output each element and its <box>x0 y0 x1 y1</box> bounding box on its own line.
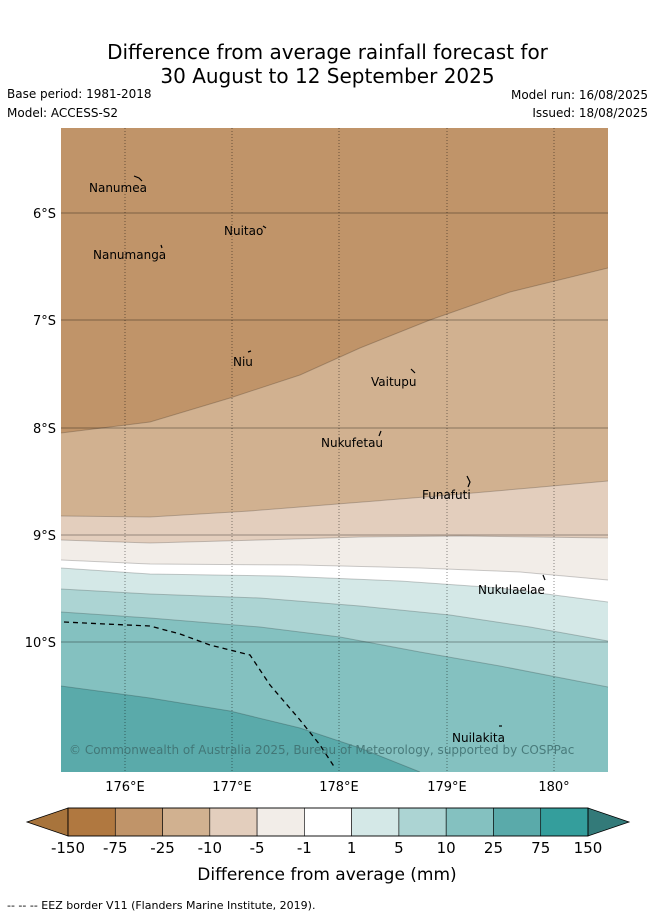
lon-axis-labels: 176°E 177°E 178°E 179°E 180° <box>105 780 569 795</box>
rainfall-map: Nanumea Nuitao Nanumanga Niu Vaitupu Nuk… <box>61 128 608 772</box>
lon-label-177e: 177°E <box>212 780 252 795</box>
island-nukulaelae <box>542 574 546 581</box>
lon-label-176e: 176°E <box>105 780 145 795</box>
colorbar-cell <box>493 807 542 837</box>
colorbar: -150 -75 -25 -10 -5 -1 1 5 10 25 75 150 Difference … <box>25 807 631 885</box>
place-label-nanumanga: Nanumanga <box>93 248 166 262</box>
colorbar-cells <box>67 807 589 837</box>
lat-axis-labels: 6°S 7°S 8°S 9°S 10°S <box>25 207 56 651</box>
eez-border <box>63 621 336 769</box>
island-nanumanga <box>160 244 163 249</box>
colorbar-cell <box>209 807 258 837</box>
lat-label-8s: 8°S <box>33 422 56 437</box>
model-name: Model: ACCESS-S2 <box>7 106 119 120</box>
lat-label-9s: 9°S <box>33 529 56 544</box>
colorbar-tick-label: 150 <box>574 839 603 857</box>
colorbar-cell <box>67 807 116 837</box>
colorbar-tick-label: -150 <box>51 839 85 857</box>
colorbar-tick-label: 25 <box>484 839 503 857</box>
island-nuitao <box>262 225 267 229</box>
eez-footnote: -- -- -- EEZ border V11 (Flanders Marine… <box>7 899 316 912</box>
band-wet-very-strong <box>61 686 420 772</box>
place-label-nuitao: Nuitao <box>224 224 263 238</box>
colorbar-cell <box>256 807 305 837</box>
island-nanumea <box>133 175 143 182</box>
colorbar-tick-label: 75 <box>531 839 550 857</box>
base-period: Base period: 1981-2018 <box>7 87 152 101</box>
island-niu <box>247 350 252 353</box>
colorbar-label: Difference from average (mm) <box>197 865 456 885</box>
colorbar-cell <box>398 807 447 837</box>
lon-label-180: 180° <box>538 780 569 795</box>
island-vaitupu <box>410 368 416 374</box>
colorbar-tick-label: -25 <box>150 839 175 857</box>
place-label-nanumea: Nanumea <box>89 181 147 195</box>
model-run: Model run: 16/08/2025 <box>510 88 648 102</box>
place-label-funafuti: Funafuti <box>422 488 471 502</box>
place-label-nukufetau: Nukufetau <box>321 436 383 450</box>
place-label-nukulaelae: Nukulaelae <box>478 583 545 597</box>
colorbar-cell <box>351 807 400 837</box>
island-funafuti <box>466 475 471 488</box>
island-nukufetau <box>378 430 382 437</box>
place-label-nuilakita: Nuilakita <box>452 731 505 745</box>
copyright-credit: © Commonwealth of Australia 2025, Bureau… <box>69 743 574 757</box>
colorbar-tick-label: 5 <box>394 839 404 857</box>
colorbar-tick-label: -75 <box>103 839 128 857</box>
colorbar-tick-label: 1 <box>347 839 357 857</box>
lat-gridlines <box>61 212 608 643</box>
band-outlines <box>61 267 608 772</box>
issued-date: Issued: 18/08/2025 <box>532 106 648 120</box>
lon-label-178e: 178°E <box>319 780 359 795</box>
colorbar-cell <box>304 807 352 837</box>
place-labels: Nanumea Nuitao Nanumanga Niu Vaitupu Nuk… <box>89 181 545 745</box>
colorbar-tick-label: -5 <box>250 839 265 857</box>
lat-label-7s: 7°S <box>33 314 56 329</box>
colorbar-tick-labels: -150 -75 -25 -10 -5 -1 1 5 10 25 75 150 <box>51 839 602 857</box>
colorbar-cell <box>114 807 163 837</box>
lat-label-6s: 6°S <box>33 207 56 222</box>
title-line-1: Difference from average rainfall forecas… <box>107 40 548 64</box>
map-title: Difference from average rainfall forecas… <box>0 40 655 88</box>
colorbar-tick-label: -1 <box>297 839 312 857</box>
lon-label-179e: 179°E <box>427 780 467 795</box>
colorbar-tick-label: 10 <box>437 839 456 857</box>
lat-label-10s: 10°S <box>25 636 56 651</box>
place-label-niu: Niu <box>233 355 253 369</box>
colorbar-cell <box>540 807 589 837</box>
title-line-2: 30 August to 12 September 2025 <box>160 64 495 88</box>
island-outlines <box>133 175 546 727</box>
colorbar-end-high <box>587 807 631 837</box>
place-label-vaitupu: Vaitupu <box>371 375 417 389</box>
colorbar-frame <box>67 807 589 837</box>
colorbar-tick-label: -10 <box>198 839 223 857</box>
colorbar-cell <box>445 807 494 837</box>
colorbar-cell <box>162 807 211 837</box>
colorbar-end-low <box>25 807 69 837</box>
lon-gridlines <box>124 128 555 772</box>
